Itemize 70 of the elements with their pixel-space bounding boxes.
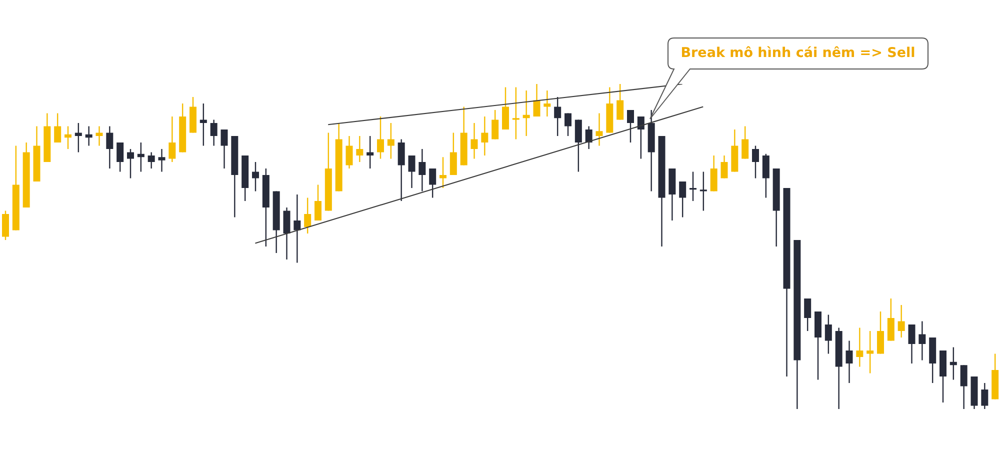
candlestick [596, 112, 603, 146]
candlestick [168, 116, 176, 163]
candlestick [533, 84, 540, 118]
candlestick [627, 109, 634, 144]
candlestick [127, 148, 134, 179]
candlestick [252, 161, 259, 192]
candlestick [522, 90, 530, 137]
candlestick [856, 327, 864, 368]
candlestick [564, 112, 572, 137]
candlestick [918, 320, 926, 361]
candlestick [418, 148, 426, 192]
candlestick [210, 119, 218, 146]
candlestick [54, 112, 62, 144]
candlestick [690, 171, 696, 202]
candlestick [470, 122, 478, 160]
candlestick [824, 314, 832, 354]
candlestick [700, 171, 707, 212]
candlestick [2, 210, 9, 241]
candlestick [137, 142, 144, 172]
candlestick [574, 119, 582, 172]
candlestick [866, 330, 874, 374]
candlestick [74, 122, 82, 153]
candlestick [887, 298, 894, 342]
candlestick [366, 135, 374, 170]
candlestick [637, 116, 644, 160]
candlestick [492, 109, 499, 140]
candlestick [314, 184, 322, 222]
candlestick [200, 102, 207, 146]
candlestick [106, 126, 114, 170]
candlestick [429, 168, 436, 198]
candlestick [908, 324, 916, 364]
candlestick [408, 154, 416, 189]
candlestick [544, 90, 551, 118]
candlestick [64, 126, 72, 150]
candlestick [950, 346, 957, 380]
candlestick [710, 154, 718, 192]
candlestick [981, 382, 988, 409]
candlestick [554, 96, 562, 137]
candlestick [283, 206, 290, 260]
candlestick [158, 148, 166, 172]
candlestick [898, 304, 905, 338]
candlestick [616, 84, 624, 120]
candlestick [440, 156, 446, 189]
candlestick [220, 128, 228, 170]
candlestick [346, 135, 353, 170]
candlestick [294, 194, 301, 264]
candlestick [960, 364, 968, 409]
candlestick [585, 126, 592, 150]
candlestick [512, 86, 520, 140]
candlestick [752, 145, 759, 179]
candlestick [356, 135, 364, 163]
candlestick [742, 126, 749, 160]
candlestick [877, 310, 884, 354]
candlestick [762, 153, 770, 198]
candlestick [720, 154, 728, 179]
candlestick [481, 116, 488, 156]
candlestick [304, 197, 312, 234]
candlestick [804, 298, 812, 332]
candlestick [502, 86, 509, 130]
candlestick [846, 340, 853, 384]
candlestick [679, 180, 686, 218]
candlestick [398, 138, 405, 202]
candlestick [85, 126, 92, 146]
text: Break mô hình cái nêm => Sell [680, 44, 916, 63]
candlestick [116, 142, 124, 172]
candlestick [387, 122, 394, 160]
candlestick [377, 116, 384, 160]
candlestick [450, 132, 457, 176]
candlestick [148, 152, 155, 170]
candlestick [96, 126, 103, 146]
